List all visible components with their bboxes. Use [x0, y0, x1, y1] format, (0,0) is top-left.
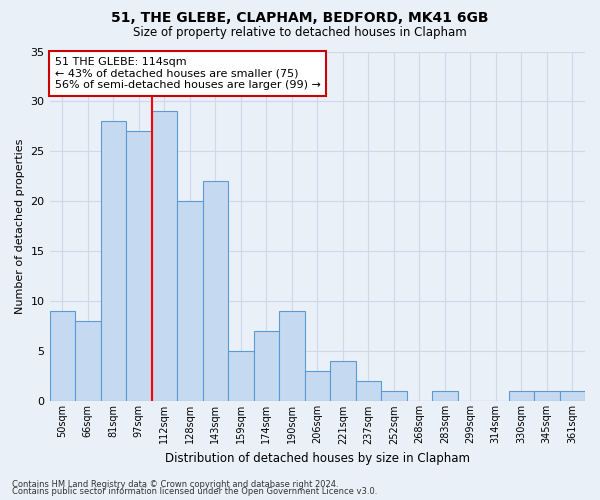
Text: Contains HM Land Registry data © Crown copyright and database right 2024.: Contains HM Land Registry data © Crown c…: [12, 480, 338, 489]
Bar: [560, 392, 585, 402]
Text: 51 THE GLEBE: 114sqm
← 43% of detached houses are smaller (75)
56% of semi-detac: 51 THE GLEBE: 114sqm ← 43% of detached h…: [55, 56, 321, 90]
Y-axis label: Number of detached properties: Number of detached properties: [15, 139, 25, 314]
Bar: [356, 382, 381, 402]
Bar: [203, 182, 228, 402]
Text: 51, THE GLEBE, CLAPHAM, BEDFORD, MK41 6GB: 51, THE GLEBE, CLAPHAM, BEDFORD, MK41 6G…: [111, 12, 489, 26]
Bar: [75, 322, 101, 402]
Bar: [432, 392, 458, 402]
Bar: [177, 202, 203, 402]
Bar: [50, 312, 75, 402]
X-axis label: Distribution of detached houses by size in Clapham: Distribution of detached houses by size …: [165, 452, 470, 465]
Bar: [534, 392, 560, 402]
Bar: [254, 332, 279, 402]
Bar: [101, 122, 126, 402]
Bar: [279, 312, 305, 402]
Bar: [509, 392, 534, 402]
Bar: [126, 132, 152, 402]
Bar: [305, 372, 330, 402]
Bar: [228, 352, 254, 402]
Bar: [381, 392, 407, 402]
Bar: [330, 362, 356, 402]
Bar: [152, 112, 177, 402]
Text: Size of property relative to detached houses in Clapham: Size of property relative to detached ho…: [133, 26, 467, 39]
Text: Contains public sector information licensed under the Open Government Licence v3: Contains public sector information licen…: [12, 487, 377, 496]
